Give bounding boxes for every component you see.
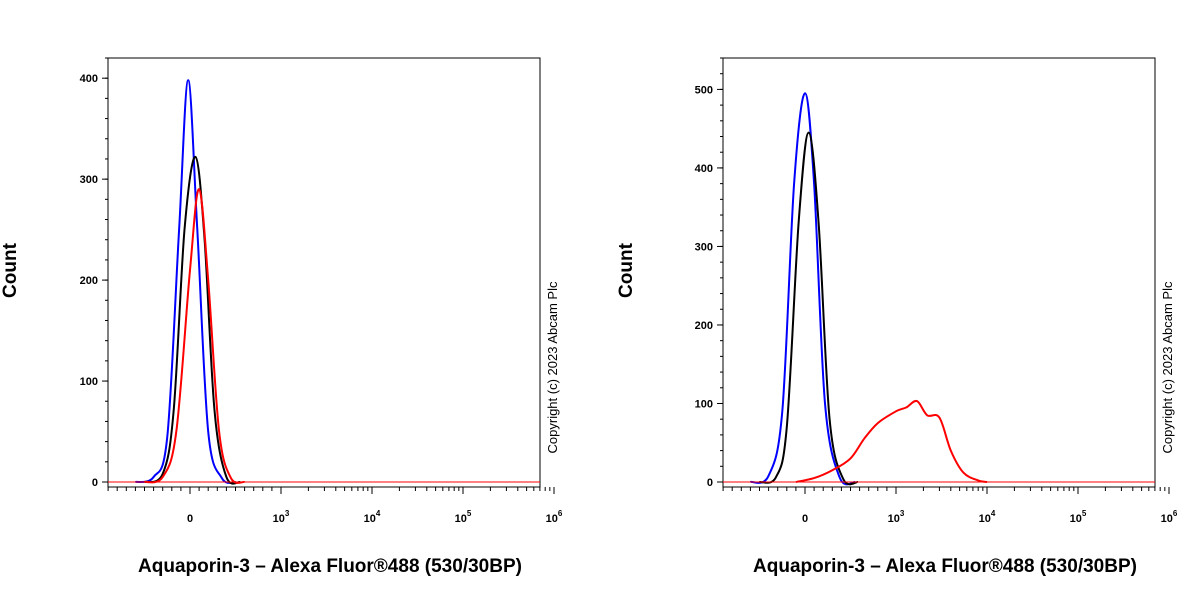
- histogram-series-1: [750, 92, 856, 486]
- x-tick-label: 103: [888, 509, 905, 525]
- x-tick-label: 106: [546, 509, 563, 525]
- x-tick-label: 104: [364, 509, 381, 525]
- x-tick-exponent: 5: [1082, 509, 1087, 518]
- histogram-panel-1: 0 100 200 300 400 0 103 104 105 106 Count Aquaporin…: [0, 57, 563, 577]
- copyright-text: Copyright (c) 2023 Abcam Plc: [545, 281, 560, 453]
- histogram-panel-2: 0 100 200 300 400 500 0 103 104 105 106 Count Aquapo…: [616, 57, 1178, 577]
- copyright-text: Copyright (c) 2023 Abcam Plc: [1160, 281, 1175, 453]
- x-tick-label: 103: [273, 509, 290, 525]
- x-tick-label: 106: [1161, 509, 1178, 525]
- y-axis-title: Count: [0, 242, 21, 298]
- histogram-series-2: [144, 155, 241, 485]
- x-tick-label: 0: [802, 513, 808, 525]
- y-tick-label: 100: [80, 376, 98, 388]
- histogram-series-3: [795, 399, 988, 483]
- x-tick-exponent: 3: [285, 509, 290, 518]
- x-tick-exponent: 4: [991, 509, 996, 518]
- y-tick-label: 0: [92, 477, 98, 489]
- y-tick-label: 500: [695, 84, 713, 96]
- y-tick-label: 400: [695, 163, 713, 175]
- x-tick-label: 105: [1070, 509, 1087, 525]
- x-tick-exponent: 4: [376, 509, 381, 518]
- x-tick-label: 105: [455, 509, 472, 525]
- y-tick-label: 100: [695, 398, 713, 410]
- histogram-series-3: [144, 188, 245, 484]
- x-tick-exponent: 6: [1173, 509, 1178, 518]
- x-tick-exponent: 5: [467, 509, 472, 518]
- histogram-series-2: [759, 131, 859, 486]
- y-tick-label: 200: [695, 320, 713, 332]
- x-tick-exponent: 6: [558, 509, 563, 518]
- y-tick-label: 0: [707, 477, 713, 489]
- y-axis-title: Count: [616, 242, 637, 298]
- y-tick-label: 200: [80, 275, 98, 287]
- histogram-series-1: [135, 79, 236, 484]
- x-tick-label: 104: [979, 509, 996, 525]
- x-tick-exponent: 3: [900, 509, 905, 518]
- y-tick-label: 300: [695, 241, 713, 253]
- y-tick-label: 400: [80, 73, 98, 85]
- x-axis-title: Aquaporin-3 – Alexa Fluor®488 (530/30BP): [138, 556, 522, 577]
- x-axis-title: Aquaporin-3 – Alexa Fluor®488 (530/30BP): [753, 556, 1137, 577]
- x-tick-label: 0: [187, 513, 193, 525]
- y-tick-label: 300: [80, 174, 98, 186]
